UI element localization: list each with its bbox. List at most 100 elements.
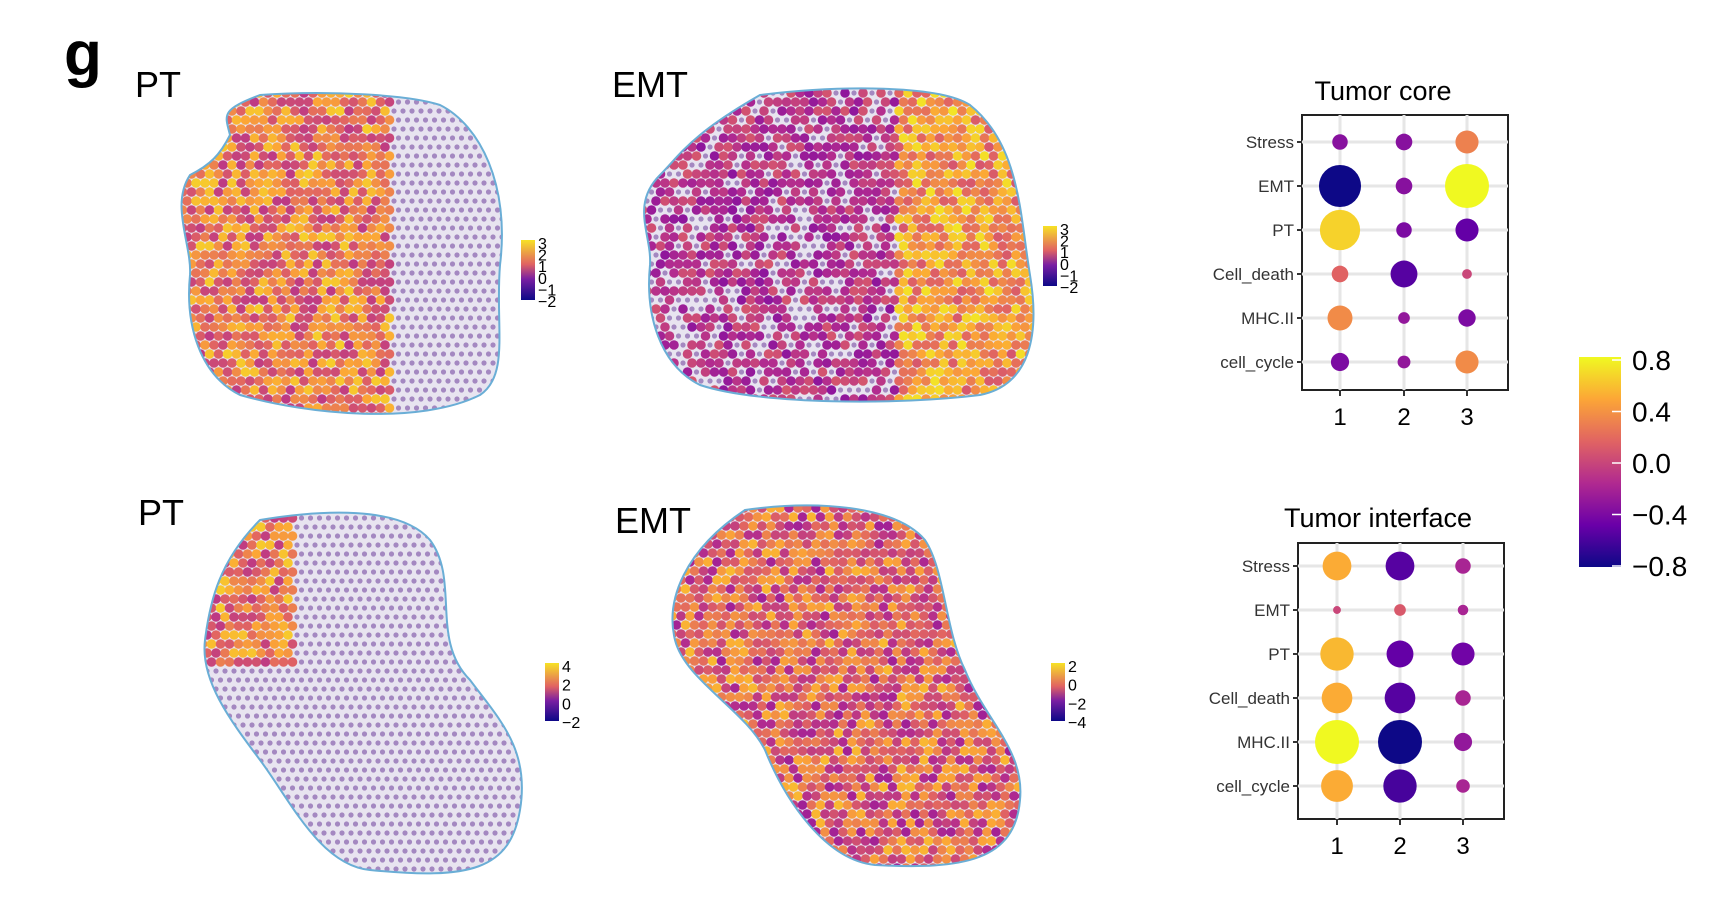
spot	[218, 106, 228, 116]
spot	[770, 432, 775, 437]
spot	[169, 115, 179, 125]
spot	[155, 340, 165, 350]
spot	[858, 70, 868, 80]
spot	[316, 551, 323, 557]
spot	[702, 261, 709, 267]
spot	[894, 430, 904, 440]
spot	[783, 189, 790, 195]
spot	[580, 198, 585, 203]
spot	[436, 216, 442, 222]
spot	[594, 351, 599, 356]
spot	[164, 412, 174, 422]
spot	[362, 358, 372, 368]
spot	[468, 81, 473, 86]
spot	[806, 342, 812, 348]
spot	[828, 351, 835, 357]
spot	[580, 324, 585, 329]
spot	[218, 268, 228, 278]
spot	[1043, 79, 1053, 89]
spot	[844, 97, 855, 107]
spot	[231, 313, 242, 323]
spot	[573, 578, 578, 583]
spot	[269, 549, 280, 559]
spot	[696, 286, 706, 296]
spot	[585, 387, 590, 392]
spot	[790, 385, 801, 395]
spot	[693, 225, 700, 231]
spot	[384, 205, 395, 215]
spot	[343, 569, 350, 575]
spot	[589, 414, 594, 419]
spot	[734, 72, 739, 77]
spot	[261, 495, 271, 505]
spot	[344, 142, 354, 152]
spot	[519, 542, 522, 548]
spot	[339, 596, 345, 602]
spot	[757, 423, 762, 428]
spot	[851, 324, 857, 330]
spot	[476, 297, 483, 303]
spot	[723, 430, 733, 440]
spot	[970, 88, 981, 89]
spot	[737, 457, 747, 467]
spot	[278, 567, 289, 577]
spot	[587, 569, 592, 574]
spot	[1006, 295, 1017, 305]
spot	[499, 288, 502, 294]
spot	[458, 261, 465, 267]
spot	[712, 423, 717, 428]
spot	[252, 495, 262, 505]
spot	[258, 259, 269, 269]
spot	[795, 412, 805, 422]
spot	[644, 279, 646, 285]
spot	[384, 115, 395, 125]
spot	[267, 151, 278, 161]
spot	[402, 506, 407, 511]
spot	[880, 313, 891, 323]
spot	[727, 259, 738, 269]
spot	[308, 70, 318, 80]
spot	[1034, 133, 1044, 143]
spot	[1038, 70, 1048, 80]
spot	[678, 268, 688, 278]
spot	[485, 207, 492, 213]
spot	[495, 81, 500, 86]
spot	[409, 108, 415, 114]
spot	[526, 126, 531, 131]
spot	[646, 385, 657, 395]
spot	[846, 225, 853, 231]
spot	[281, 214, 291, 224]
spot	[304, 79, 314, 89]
spot	[718, 241, 729, 251]
spot	[155, 376, 165, 386]
spot	[335, 160, 345, 170]
spot	[655, 115, 666, 125]
spot	[526, 306, 531, 311]
spot	[562, 90, 567, 95]
spot	[837, 387, 844, 393]
spot	[644, 171, 646, 177]
spot	[395, 405, 402, 411]
spot	[504, 423, 509, 428]
spot	[705, 448, 715, 458]
spot	[844, 295, 855, 305]
spot	[889, 205, 900, 215]
spot	[281, 268, 291, 278]
spot	[357, 187, 368, 197]
spot	[678, 178, 688, 188]
spot	[321, 295, 332, 305]
spot	[485, 135, 492, 141]
spot	[465, 524, 471, 530]
spot	[898, 205, 909, 215]
spot	[531, 153, 536, 158]
spot	[164, 394, 174, 404]
spot	[660, 250, 670, 260]
spot	[863, 439, 873, 449]
spot	[513, 243, 518, 248]
spot	[371, 232, 381, 242]
spot	[948, 70, 958, 80]
spot	[763, 151, 774, 161]
spot	[344, 466, 354, 476]
spot	[553, 396, 558, 401]
spot	[781, 367, 792, 377]
